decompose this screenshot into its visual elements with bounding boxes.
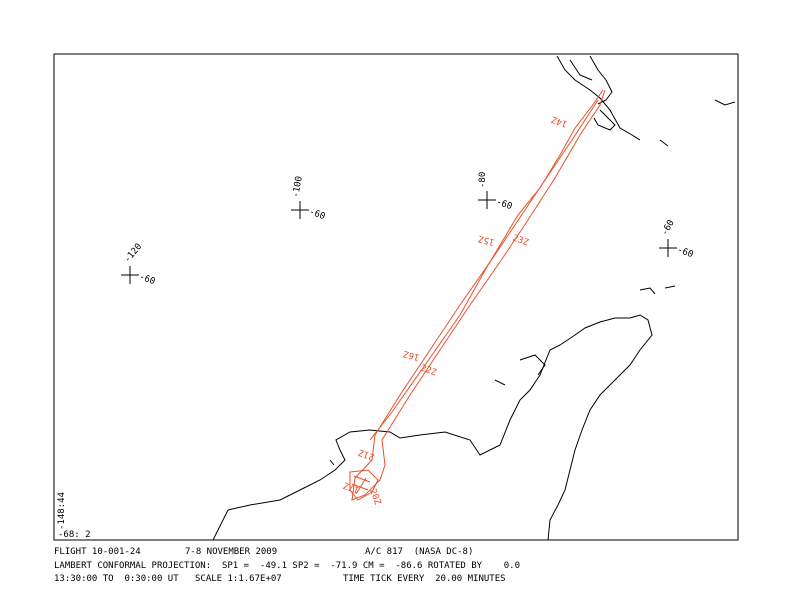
latitude-label: -60	[308, 207, 327, 222]
time-label: 16Z	[402, 348, 421, 362]
longitude-label: -80	[478, 172, 488, 188]
latitude-label: -60	[495, 197, 514, 212]
time-label: 14Z	[550, 113, 569, 128]
footer-text: 7-8 NOVEMBER 2009	[185, 547, 277, 557]
footer-text: FLIGHT 10-001-24	[54, 547, 141, 557]
time-label: 23Z	[511, 233, 530, 248]
longitude-label: -120	[123, 242, 145, 265]
latitude-label: -60	[676, 245, 695, 260]
corner-label: -68: 2	[58, 530, 91, 540]
coastlines	[212, 55, 736, 541]
footer-text: SCALE 1:1.67E+07	[195, 574, 282, 584]
footer-text: LAMBERT CONFORMAL PROJECTION: SP1 = -49.…	[54, 561, 520, 571]
time-label: 22Z	[419, 363, 438, 378]
footer-text: 13:30:00 TO 0:30:00 UT	[54, 574, 179, 584]
footer-text: TIME TICK EVERY 20.00 MINUTES	[343, 574, 506, 584]
time-label: 15Z	[477, 233, 496, 247]
footer-text: A/C 817 (NASA DC-8)	[365, 547, 473, 557]
longitude-label: -100	[291, 175, 305, 198]
longitude-label: -60	[660, 218, 677, 237]
latitude-label: -60	[138, 272, 157, 287]
corner-label: -148:44	[57, 492, 67, 530]
map-frame	[53, 53, 739, 541]
time-label: 17Z	[342, 479, 361, 494]
time-label: 20Z	[367, 488, 382, 507]
flight-track	[349, 89, 606, 501]
